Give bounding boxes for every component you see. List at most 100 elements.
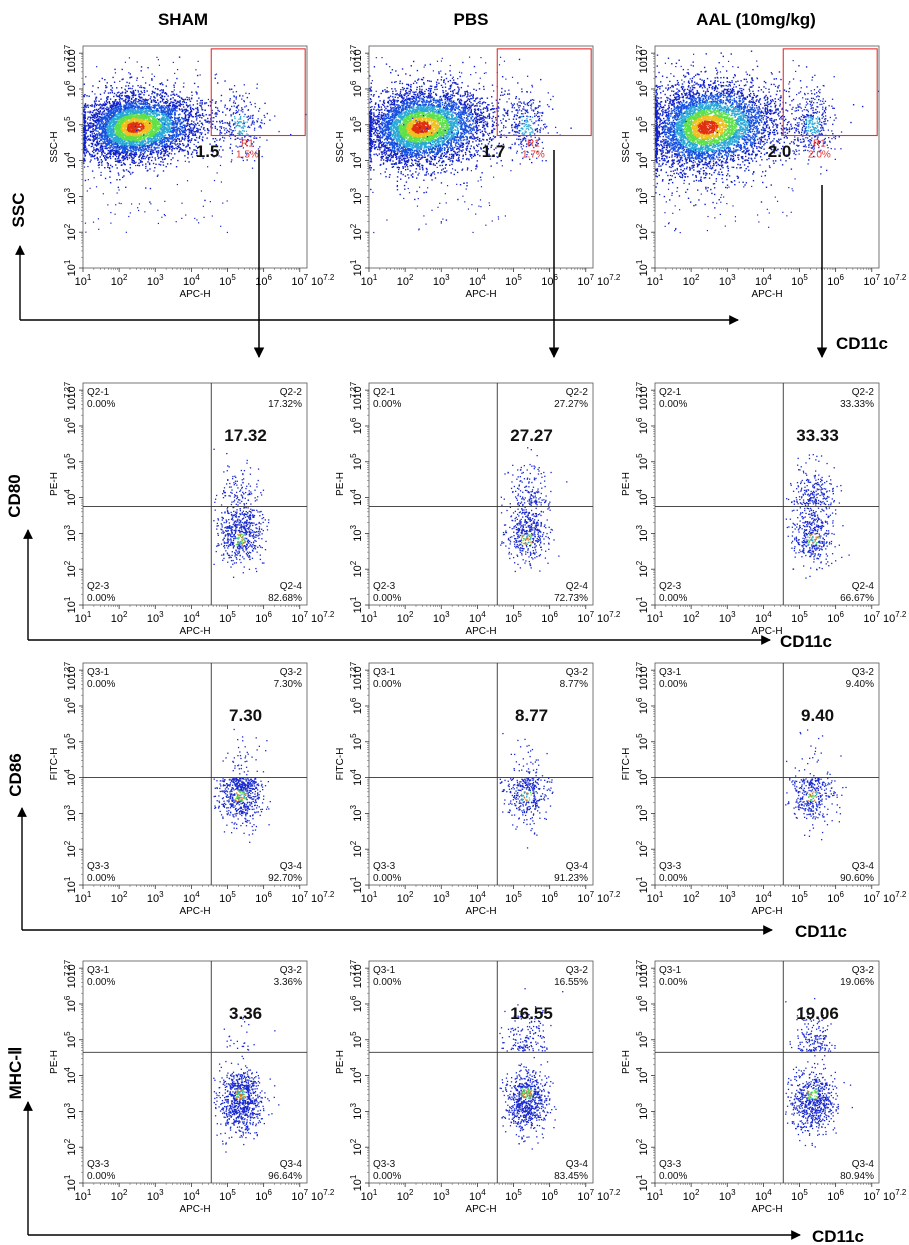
- y-tick-label: 104: [349, 769, 364, 786]
- y-tick-label: 107.2: [63, 666, 78, 690]
- x-tick-label: 101: [75, 1188, 92, 1203]
- x-tick-label: 107.2: [311, 890, 335, 905]
- quadrant-percent: 0.00%: [659, 399, 687, 410]
- quadrant-percent: 8.77%: [560, 679, 588, 690]
- y-axis-label: PE-H: [49, 1050, 60, 1074]
- x-tick-label: 102: [397, 273, 414, 288]
- y-tick-label: 101: [63, 876, 78, 893]
- x-tick-label: 106: [827, 610, 844, 625]
- x-tick-label: 104: [755, 1188, 772, 1203]
- x-tick-label: 107: [863, 273, 880, 288]
- x-tick-label: 107: [577, 890, 594, 905]
- x-axis-label: APC-H: [465, 1204, 496, 1215]
- y-tick-label: 106: [349, 417, 364, 434]
- gate-r1: [210, 48, 306, 137]
- x-tick-label: 103: [433, 1188, 450, 1203]
- x-axis-label: APC-H: [179, 289, 210, 300]
- y-tick-label: 107.2: [635, 964, 650, 988]
- y-axis-label: SSC-H: [621, 131, 632, 162]
- quadrant-label: Q3-3: [659, 861, 682, 872]
- x-tick-label: 105: [219, 1188, 236, 1203]
- x-tick-label: 107: [863, 1188, 880, 1203]
- quadrant-emphasis-value: 33.33: [796, 426, 839, 445]
- x-tick-label: 101: [361, 890, 378, 905]
- plot-frame: [82, 45, 308, 269]
- y-axis-label: FITC-H: [335, 748, 346, 781]
- quadrant-label: Q3-1: [373, 667, 396, 678]
- x-tick-label: 107.2: [597, 273, 621, 288]
- cd11c-label: CD11c: [795, 922, 847, 941]
- x-axis-label: APC-H: [751, 626, 782, 637]
- y-tick-label: 107: [635, 44, 650, 61]
- gate-name: R1: [241, 138, 254, 149]
- plot-r2-c2: Q3-10.00%Q3-29.40%Q3-30.00%Q3-490.60%9.4…: [621, 661, 907, 917]
- quadrant-emphasis-value: 8.77: [515, 706, 548, 725]
- cd11c-label: CD11c: [836, 334, 888, 353]
- x-tick-label: 107.2: [597, 1188, 621, 1203]
- column-header-2: AAL (10mg/kg): [696, 10, 816, 29]
- quadrant-label: Q2-2: [852, 387, 875, 398]
- x-tick-label: 107: [291, 273, 308, 288]
- quadrant-label: Q3-1: [87, 667, 110, 678]
- quadrant-percent: 0.00%: [373, 977, 401, 988]
- gate-percent: 1.5%: [236, 150, 259, 161]
- y-tick-label: 104: [635, 152, 650, 169]
- y-tick-label: 105: [63, 116, 78, 133]
- y-tick-label: 104: [63, 489, 78, 506]
- event-dots: [213, 728, 271, 843]
- event-dots: [500, 447, 568, 573]
- row-marker-label-3: MHC-Ⅱ: [6, 1047, 25, 1100]
- y-tick-label: 107: [63, 44, 78, 61]
- x-tick-label: 105: [219, 273, 236, 288]
- y-axis-label: FITC-H: [49, 748, 60, 781]
- quadrant-emphasis-value: 17.32: [224, 426, 267, 445]
- quadrant-label: Q2-3: [87, 581, 110, 592]
- y-tick-label: 107.2: [349, 964, 364, 988]
- y-tick-label: 103: [635, 524, 650, 541]
- y-tick-label: 105: [635, 733, 650, 750]
- y-axis-label: PE-H: [621, 472, 632, 496]
- x-tick-label: 102: [683, 610, 700, 625]
- y-tick-label: 102: [635, 560, 650, 577]
- y-tick-label: 102: [349, 223, 364, 240]
- x-tick-label: 103: [147, 610, 164, 625]
- quadrant-percent: 0.00%: [373, 873, 401, 884]
- plot-frame: [654, 45, 880, 269]
- y-tick-label: 101: [63, 596, 78, 613]
- x-tick-label: 105: [505, 890, 522, 905]
- y-tick-label: 107: [349, 381, 364, 398]
- plot-frame: [368, 662, 594, 886]
- gate-r1: [496, 48, 592, 137]
- x-tick-label: 107: [577, 1188, 594, 1203]
- quadrant-label: Q2-3: [373, 581, 396, 592]
- x-tick-label: 106: [827, 1188, 844, 1203]
- gate-percent: 1.7%: [522, 150, 545, 161]
- x-tick-label: 101: [647, 1188, 664, 1203]
- x-tick-label: 103: [147, 273, 164, 288]
- y-tick-label: 106: [349, 995, 364, 1012]
- x-tick-label: 101: [75, 610, 92, 625]
- y-tick-label: 101: [635, 1174, 650, 1191]
- x-tick-label: 106: [255, 273, 272, 288]
- x-tick-label: 102: [683, 890, 700, 905]
- y-tick-label: 104: [63, 769, 78, 786]
- x-tick-label: 104: [469, 610, 486, 625]
- x-tick-label: 102: [683, 273, 700, 288]
- gate-percent-value: 2.0: [768, 142, 792, 161]
- quadrant-label: Q3-3: [87, 1159, 110, 1170]
- y-tick-label: 105: [349, 1031, 364, 1048]
- x-tick-label: 102: [111, 1188, 128, 1203]
- x-tick-label: 107.2: [597, 890, 621, 905]
- quadrant-percent: 0.00%: [87, 399, 115, 410]
- y-tick-label: 106: [635, 417, 650, 434]
- x-tick-label: 102: [683, 1188, 700, 1203]
- y-tick-label: 101: [349, 876, 364, 893]
- plot-r2-c1: Q3-10.00%Q3-28.77%Q3-30.00%Q3-491.23%8.7…: [335, 661, 621, 917]
- quadrant-label: Q3-3: [373, 1159, 396, 1170]
- quadrant-emphasis-value: 19.06: [796, 1004, 839, 1023]
- plot-r1-c2: Q2-10.00%Q2-233.33%Q2-30.00%Q2-466.67%33…: [621, 381, 907, 637]
- quadrant-percent: 83.45%: [554, 1171, 588, 1182]
- x-tick-label: 107: [863, 890, 880, 905]
